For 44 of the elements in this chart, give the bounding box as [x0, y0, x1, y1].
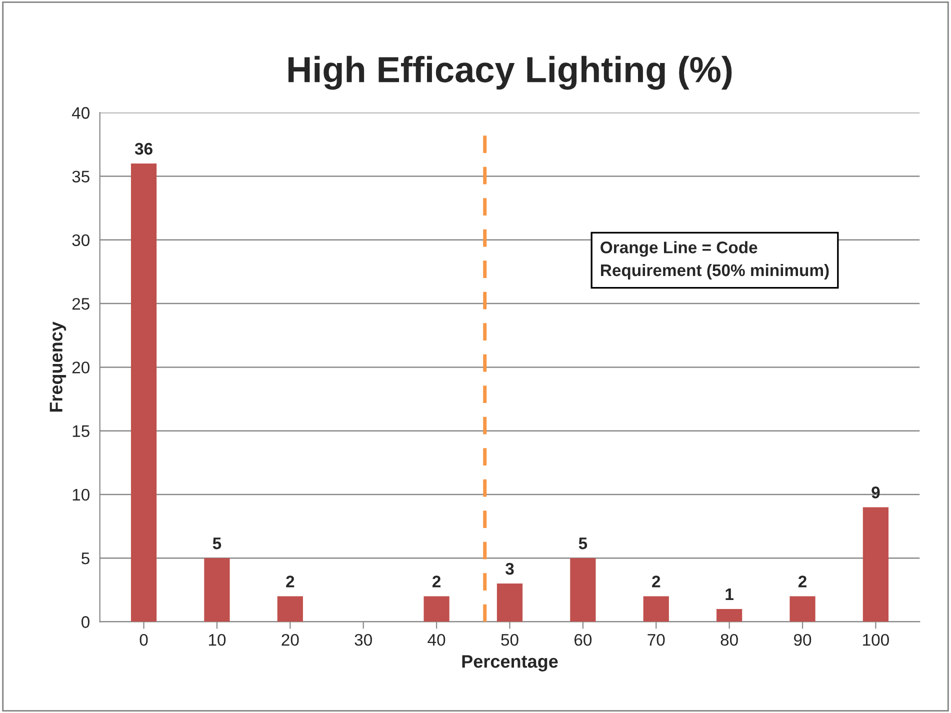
bar	[204, 558, 230, 622]
data-label: 2	[432, 576, 441, 588]
annotation: Orange Line = Code Requirement (50% minimum)	[600, 241, 829, 280]
y-tick-label: 35	[72, 170, 90, 182]
data-label: 1	[726, 588, 734, 600]
chart-title: High Efficacy Lighting (%)	[288, 56, 732, 90]
bar	[130, 164, 157, 622]
x-tick-label: 0	[140, 634, 148, 646]
bar	[716, 609, 742, 622]
y-axis-title: Frequency	[50, 322, 66, 412]
data-label: 5	[212, 538, 222, 550]
x-tick-label: 80	[720, 634, 738, 646]
data-label: 2	[798, 576, 806, 588]
bar	[570, 558, 596, 622]
x-tick-label: 60	[574, 634, 592, 646]
x-tick-label: 90	[794, 634, 812, 646]
bar	[790, 596, 816, 622]
bar	[496, 584, 523, 622]
y-tick-label: 30	[72, 234, 90, 246]
y-tick-label: 15	[72, 425, 90, 438]
x-tick-label: 10	[208, 634, 226, 646]
y-tick-label: 40	[72, 107, 90, 119]
y-tick-label: 5	[82, 552, 90, 564]
data-label: 5	[578, 538, 588, 550]
data-label: 3	[505, 562, 514, 575]
x-tick-label: 100	[863, 634, 889, 646]
data-label: 9	[872, 486, 880, 498]
x-tick-label: 50	[501, 634, 518, 646]
y-tick-label: 25	[72, 298, 90, 310]
y-tick-label: 0	[82, 616, 90, 628]
data-label: 2	[652, 576, 660, 588]
y-tick-label: 10	[72, 488, 90, 501]
bar	[862, 507, 889, 622]
bar	[643, 596, 669, 622]
x-tick-label: 30	[354, 634, 372, 646]
data-label: 36	[134, 142, 152, 155]
x-axis-title: Percentage	[462, 655, 558, 672]
data-label: 2	[286, 576, 294, 588]
x-tick-label: 70	[648, 634, 665, 646]
bar	[424, 596, 450, 622]
y-tick-label: 20	[72, 362, 90, 374]
x-tick-label: 40	[428, 634, 446, 646]
bar	[277, 596, 303, 622]
x-tick-label: 20	[282, 634, 299, 646]
